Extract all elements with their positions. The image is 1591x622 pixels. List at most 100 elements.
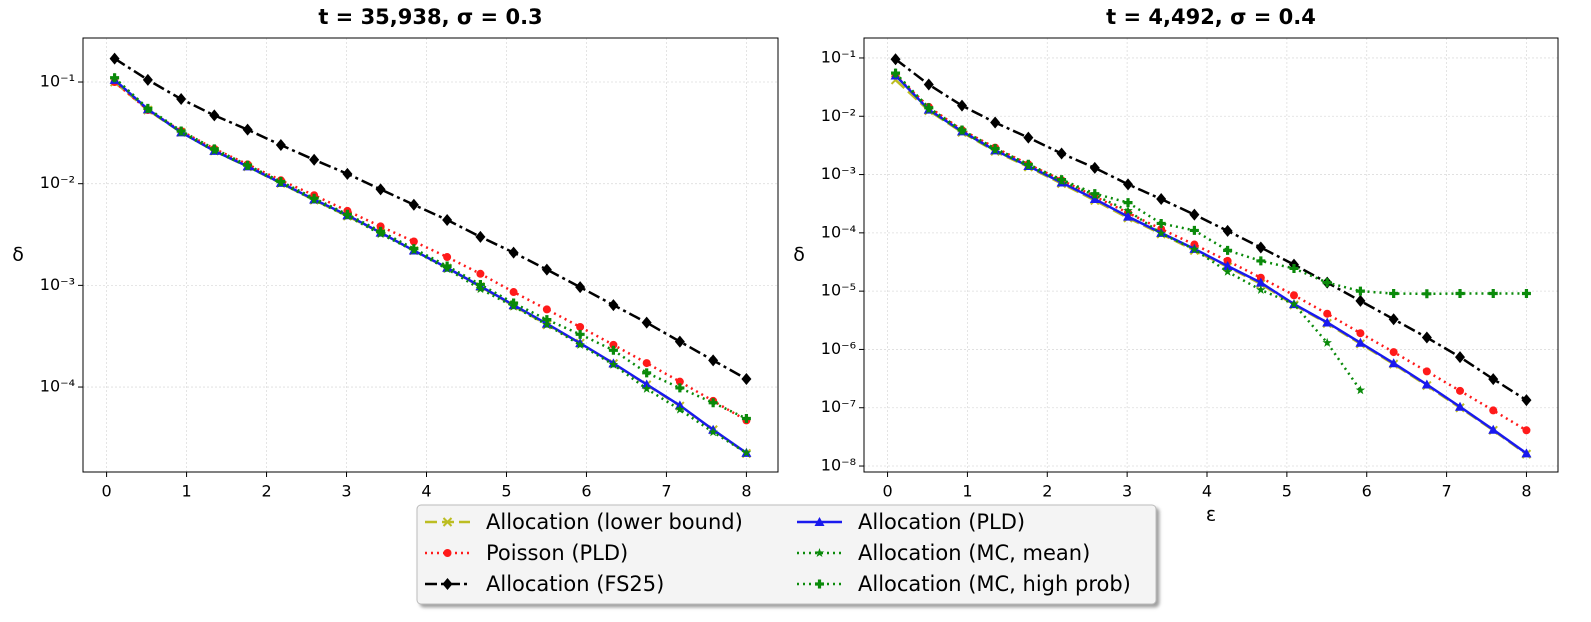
marker (475, 279, 485, 289)
marker (1156, 228, 1166, 238)
marker (509, 298, 519, 308)
marker (575, 329, 585, 339)
legend-marker (442, 517, 453, 527)
marker (1355, 294, 1366, 307)
marker (209, 144, 219, 154)
marker (1223, 256, 1232, 265)
marker (1289, 291, 1298, 300)
marker (708, 354, 719, 367)
marker (243, 160, 253, 170)
x-tick-label: 3 (341, 482, 351, 501)
marker (641, 316, 652, 329)
marker (1023, 159, 1033, 169)
marker (1389, 289, 1399, 299)
series-line (894, 74, 1528, 432)
chart-title: t = 4,492, σ = 0.4 (1106, 5, 1316, 29)
marker (741, 447, 752, 457)
marker (1323, 309, 1332, 318)
y-axis-label: δ (793, 244, 805, 266)
marker (1222, 260, 1233, 270)
x-tick-label: 5 (501, 482, 511, 501)
series-line (894, 72, 1527, 296)
series-line (113, 57, 748, 381)
marker (109, 52, 120, 65)
series-line (113, 81, 748, 422)
marker (1521, 289, 1531, 299)
marker (1355, 385, 1366, 395)
series-line (894, 58, 1528, 402)
marker (176, 93, 187, 106)
marker (1488, 373, 1499, 386)
marker (1289, 299, 1299, 309)
marker (1156, 193, 1167, 206)
marker (608, 299, 619, 312)
marker (923, 78, 934, 91)
marker (1422, 367, 1431, 376)
marker (541, 263, 552, 276)
series-line (894, 79, 1528, 456)
legend-marker (443, 549, 452, 557)
x-tick-label: 6 (1362, 482, 1372, 501)
marker (275, 139, 286, 152)
series-line (894, 72, 1362, 391)
marker (142, 73, 153, 86)
marker (1522, 426, 1531, 435)
marker (674, 335, 685, 348)
marker (924, 103, 934, 113)
series-line (894, 74, 1528, 455)
marker (1355, 286, 1365, 296)
plot-area (109, 52, 752, 459)
marker (675, 404, 685, 414)
marker (675, 383, 685, 393)
marker (509, 288, 518, 297)
marker (1388, 313, 1399, 326)
marker (642, 368, 652, 378)
marker (1322, 278, 1332, 288)
panel: t = 4,492, σ = 0.410⁻⁸10⁻⁷10⁻⁶10⁻⁵10⁻⁴10… (793, 5, 1559, 526)
marker (708, 427, 718, 437)
legend-marker (814, 548, 825, 558)
marker (542, 319, 552, 329)
marker (1488, 289, 1498, 299)
marker (642, 359, 651, 368)
marker (741, 414, 751, 424)
marker (1389, 348, 1398, 357)
marker (990, 143, 1000, 153)
series-line (113, 76, 747, 420)
marker (375, 183, 386, 196)
legend-marker (815, 579, 825, 589)
marker (608, 345, 618, 355)
x-tick-label: 4 (1202, 482, 1212, 501)
marker (1456, 386, 1465, 395)
series-line (113, 78, 748, 454)
marker (1090, 189, 1100, 199)
marker (1256, 256, 1266, 266)
marker (641, 383, 652, 393)
marker (1422, 289, 1432, 299)
x-tick-label: 2 (1042, 482, 1052, 501)
marker (1222, 266, 1233, 276)
marker (891, 68, 901, 78)
legend-box (416, 504, 1157, 605)
marker (475, 230, 486, 243)
marker (309, 153, 320, 166)
marker (575, 339, 585, 349)
marker (1388, 358, 1399, 368)
y-tick-label: 10⁻⁴ (40, 377, 75, 396)
x-tick-label: 0 (882, 482, 892, 501)
y-tick-label: 10⁻¹ (821, 47, 856, 66)
y-tick-label: 10⁻⁴ (821, 222, 856, 241)
marker (242, 123, 253, 136)
x-tick-label: 1 (181, 482, 191, 501)
marker (409, 237, 418, 246)
x-tick-label: 7 (661, 482, 671, 501)
marker (542, 305, 551, 314)
marker (1189, 244, 1200, 254)
legend-label: Poisson (PLD) (486, 541, 628, 565)
axes-frame (82, 37, 779, 473)
marker (443, 253, 452, 262)
legend: Allocation (lower bound) Poisson (PLD) All… (416, 504, 1157, 605)
marker (1222, 224, 1233, 237)
panel: t = 35,938, σ = 0.3 10⁻⁴ 10⁻³ 10⁻² 10⁻¹ 0 1 2 3 4… (12, 5, 779, 501)
marker (990, 116, 1001, 129)
